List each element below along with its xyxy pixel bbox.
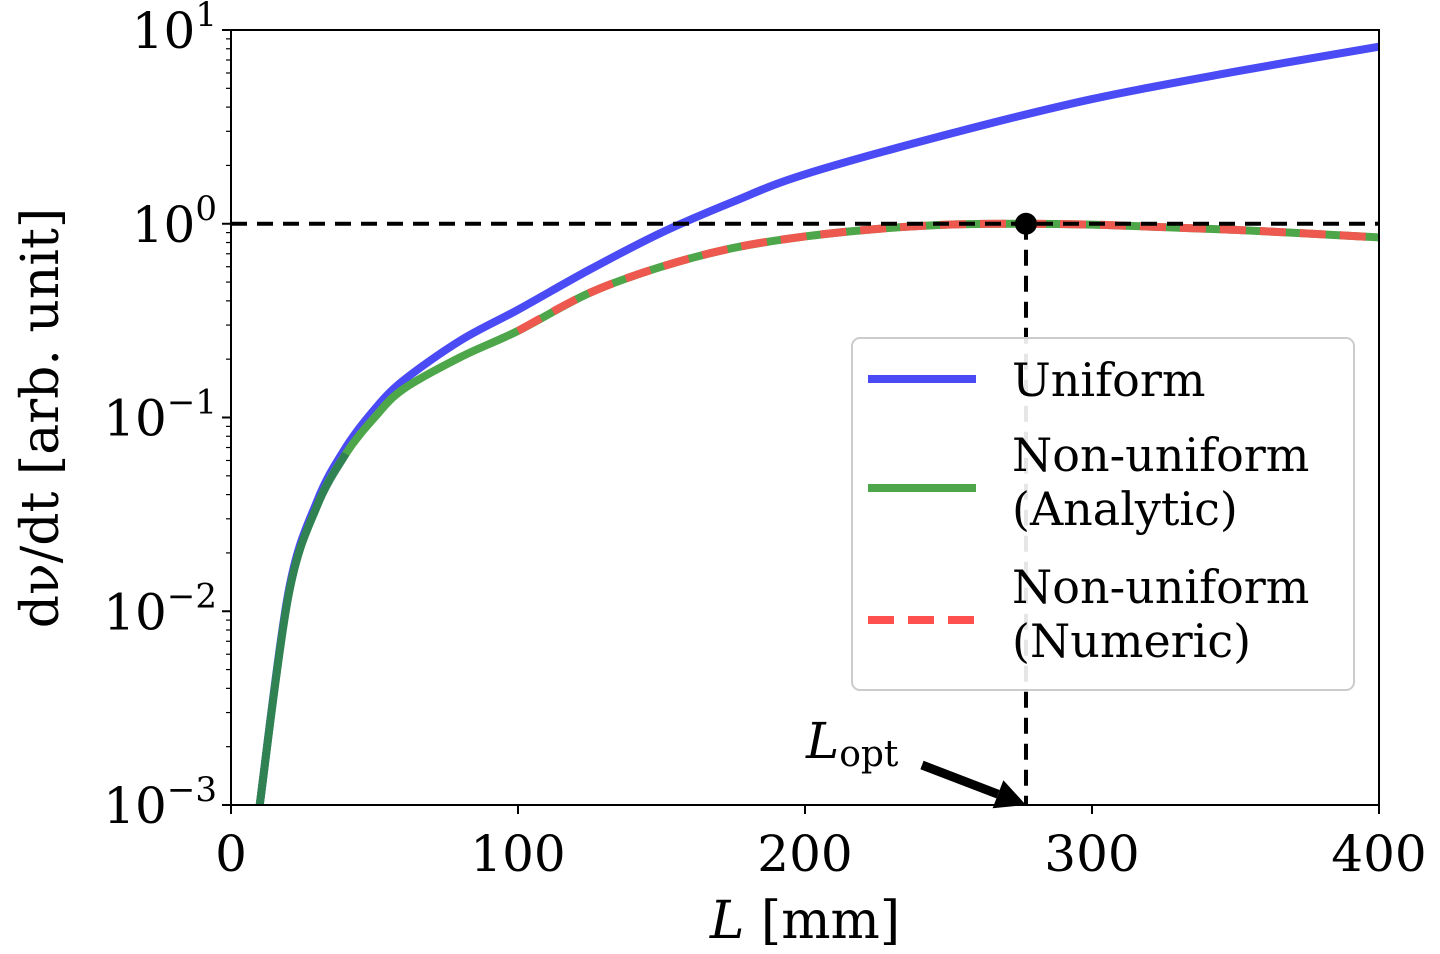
optimum-point-marker xyxy=(1014,212,1037,235)
series-overlap xyxy=(255,451,350,805)
x-tick-label: 400 xyxy=(1331,825,1426,883)
x-axis-label: L [mm] xyxy=(709,891,900,951)
legend-box xyxy=(851,337,1355,691)
x-axis-ticks: 0 100 200 300 400 xyxy=(215,805,1427,883)
x-tick-label: 0 xyxy=(215,825,247,883)
x-tick-label: 300 xyxy=(1044,825,1139,883)
series-layer xyxy=(255,42,1379,805)
legend-label-analytic: Non-uniform (Analytic) xyxy=(1012,428,1309,536)
y-axis-label: dν/dt [arb. unit] xyxy=(11,208,71,628)
y-tick-label: 100 xyxy=(132,189,217,254)
legend: Uniform Non-uniform (Analytic) Non-unifor… xyxy=(851,337,1355,691)
y-tick-label: 10−3 xyxy=(103,770,217,835)
y-tick-label: 101 xyxy=(132,0,217,60)
y-axis-ticks: 10−3 10−2 10−1 100 101 xyxy=(103,0,231,835)
y-tick-label: 10−1 xyxy=(103,383,217,448)
lopt-annotation: Lopt xyxy=(805,712,1026,809)
x-tick-label: 100 xyxy=(470,825,565,883)
y-tick-label: 10−2 xyxy=(103,576,217,641)
legend-label-uniform: Uniform xyxy=(1012,353,1205,407)
legend-label-numeric: Non-uniform (Numeric) xyxy=(1012,560,1309,668)
lopt-arrow-shaft xyxy=(920,760,1000,799)
lopt-arrow-head xyxy=(992,780,1026,809)
x-tick-label: 200 xyxy=(757,825,852,883)
lopt-label: Lopt xyxy=(805,712,899,775)
